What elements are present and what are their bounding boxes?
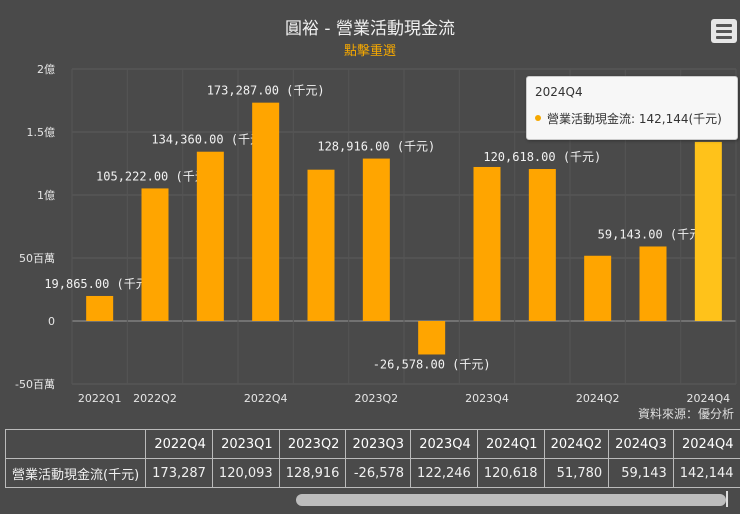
y-tick-label: 50百萬 <box>19 252 55 265</box>
table-header-cell: 2023Q4 <box>410 429 478 459</box>
table-cell: 51,780 <box>543 458 610 488</box>
horizontal-scrollbar[interactable] <box>296 494 726 506</box>
data-label-2023Q3: -26,578.00 (千元) <box>373 357 491 371</box>
table-cell: 122,246 <box>410 458 478 488</box>
tooltip-value-line: 營業活動現金流: 142,144(千元) <box>547 112 722 126</box>
table-header-cell: 2024Q3 <box>608 429 674 459</box>
table-cell: 173,287 <box>145 458 213 488</box>
bar-2023Q3 <box>418 321 446 355</box>
table-cell: 營業活動現金流(千元) <box>4 458 147 488</box>
tooltip-period: 2024Q4 <box>535 85 583 99</box>
table-header-cell: 2024Q1 <box>476 429 545 459</box>
table-cell: 120,093 <box>211 458 280 488</box>
data-label-2022Q1: 19,865.00 (千元) <box>44 277 155 291</box>
table-header-cell: 2023Q3 <box>345 429 412 459</box>
bar-2024Q2 <box>584 255 612 321</box>
y-tick-label: 1.5億 <box>27 126 56 139</box>
data-label-2022Q4: 173,287.00 (千元) <box>207 84 325 98</box>
table-header-cell: 2023Q2 <box>278 429 347 459</box>
bar-2024Q1 <box>528 169 556 321</box>
data-source: 資料來源：優分析 <box>637 407 734 421</box>
table-cell: 120,618 <box>476 458 545 488</box>
data-table: 2022Q4 2023Q1 2023Q2 2023Q3 2023Q4 2024Q1 2024… <box>4 429 740 488</box>
bar-2022Q2 <box>141 188 169 321</box>
tooltip-dot-icon <box>535 115 541 121</box>
y-tick-label: 0 <box>48 315 55 328</box>
bar-2024Q3 <box>639 246 667 321</box>
x-tick-label: 2023Q4 <box>465 392 509 405</box>
bar-2022Q3 <box>196 151 224 321</box>
bar-2023Q2 <box>362 158 390 321</box>
tooltip: 2024Q4 營業活動現金流: 142,144(千元) <box>526 76 738 140</box>
tooltip-series: 營業活動現金流 <box>547 112 632 126</box>
table-cell: 128,916 <box>278 458 347 488</box>
x-tick-label: 2022Q1 <box>78 392 122 405</box>
y-tick-label: 2億 <box>37 63 55 76</box>
table-row: 營業活動現金流(千元) 173,287 120,093 128,916 -26,578 1… <box>4 458 740 488</box>
cashflow-bar-chart: -50百萬 0 50百萬 1億 1.5億 2億 19,865.00 (千元) 2022Q1 10… <box>15 63 737 405</box>
x-tick-label: 2024Q4 <box>687 392 731 405</box>
table-cell: -26,578 <box>345 458 412 488</box>
data-label-2024Q1: 120,618.00 (千元) <box>483 150 601 164</box>
bar-2024Q4 <box>694 141 722 321</box>
scrollbar-end-marker <box>726 491 728 507</box>
table-header-cell <box>4 429 147 459</box>
data-label-2022Q2: 105,222.00 (千元) <box>96 169 214 183</box>
bar-2022Q1 <box>86 295 114 321</box>
bar-2022Q4 <box>252 102 280 321</box>
hamburger-menu-icon[interactable] <box>711 19 737 43</box>
table-header-cell: 2023Q1 <box>211 429 280 459</box>
chart-title: 圓裕 - 營業活動現金流 <box>285 19 455 39</box>
y-tick-label: -50百萬 <box>15 378 55 391</box>
tooltip-value: 142,144(千元) <box>638 112 722 126</box>
table-header-cell: 2022Q4 <box>145 429 213 459</box>
data-label-2023Q2: 128,916.00 (千元) <box>317 140 435 154</box>
y-tick-label: 1億 <box>37 189 55 202</box>
table-header-cell: 2024Q4 <box>672 429 740 459</box>
x-tick-label: 2024Q2 <box>576 392 620 405</box>
table-header-cell: 2024Q2 <box>543 429 610 459</box>
x-tick-label: 2023Q2 <box>355 392 399 405</box>
bar-2023Q4 <box>473 166 501 321</box>
x-tick-label: 2022Q2 <box>133 392 177 405</box>
data-label-2024Q3: 59,143.00 (千元) <box>598 227 709 241</box>
bar-2023Q1 <box>307 169 335 321</box>
table-header-row: 2022Q4 2023Q1 2023Q2 2023Q3 2023Q4 2024Q1 2024… <box>4 429 740 459</box>
reset-selection-link[interactable]: 點擊重選 <box>343 44 396 59</box>
data-label-2022Q3: 134,360.00 (千元) <box>151 133 269 147</box>
table-cell: 59,143 <box>608 458 674 488</box>
x-tick-label: 2022Q4 <box>244 392 288 405</box>
table-cell: 142,144 <box>672 458 740 488</box>
